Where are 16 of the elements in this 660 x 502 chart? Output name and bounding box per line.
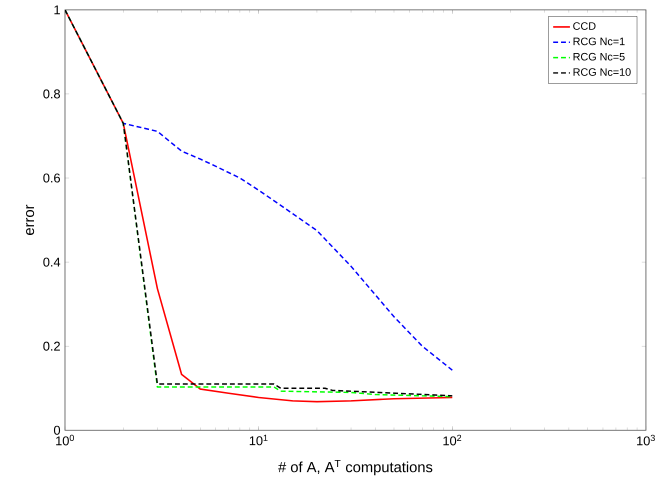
legend-label: RCG Nc=5	[574, 52, 625, 60]
x-tick-label: 10$^{0}$	[56, 434, 74, 446]
legend-label: RCG Nc=10	[574, 68, 631, 76]
y-tick-label: 0.4	[43, 258, 60, 267]
x-tick-label: 10$^{1}$	[250, 434, 268, 446]
legend-label: RCG Nc=1	[574, 37, 625, 46]
x-tick-label: 10$^{2}$	[443, 434, 462, 446]
x-axis-title: # of A, A$^{T}$ computations	[278, 460, 432, 476]
y-tick-label: 0.6	[43, 173, 60, 182]
legend-label: CCD	[573, 22, 596, 30]
y-axis-title: error	[26, 204, 34, 235]
x-tick-label: 10$^{3}$	[637, 434, 655, 446]
y-tick-label: 0	[54, 426, 60, 435]
y-tick-label: 0.2	[43, 342, 60, 351]
y-tick-label: 1	[54, 5, 60, 14]
y-tick-label: 0.8	[43, 89, 60, 98]
